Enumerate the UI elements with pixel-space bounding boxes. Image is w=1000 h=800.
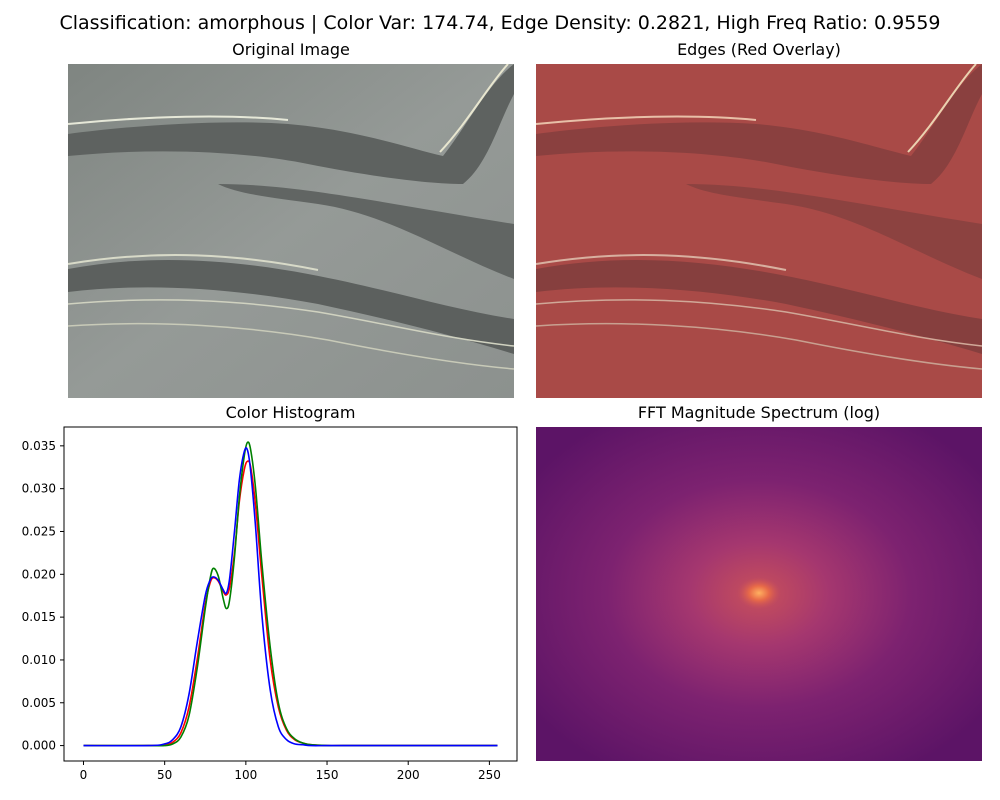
y-tick-label: 0.010: [22, 653, 56, 667]
histogram-chart: 0 50 100 150 200 250 0.000 0.005 0.010 0.015 0.02…: [22, 426, 518, 782]
histogram-line-blue: [83, 447, 498, 747]
edges-overlay-image: [536, 64, 982, 398]
edges-overlay-title: Edges (Red Overlay): [677, 40, 841, 59]
figure-suptitle: Classification: amorphous | Color Var: 1…: [59, 12, 941, 34]
fft-spectrum-image: [536, 427, 982, 761]
y-tick-label: 0.030: [22, 482, 56, 496]
original-image-panel: [68, 64, 514, 398]
x-tick-label: 250: [478, 768, 501, 782]
fft-spectrum-panel: [536, 427, 982, 761]
histogram-line-green: [83, 441, 498, 747]
y-tick-label: 0.025: [22, 524, 56, 538]
histogram-x-ticks: 0 50 100 150 200 250: [80, 761, 501, 782]
histogram-title: Color Histogram: [225, 403, 356, 422]
y-tick-label: 0.015: [22, 610, 56, 624]
histogram-y-ticks: 0.000 0.005 0.010 0.015 0.020 0.025 0.030 0.035: [22, 439, 64, 753]
y-tick-label: 0.020: [22, 567, 56, 581]
y-tick-label: 0.035: [22, 439, 56, 453]
x-tick-label: 200: [397, 768, 420, 782]
x-tick-label: 150: [316, 768, 339, 782]
y-tick-label: 0.005: [22, 696, 56, 710]
x-tick-label: 50: [157, 768, 172, 782]
micrograph-image: [68, 64, 514, 398]
x-tick-label: 100: [234, 768, 257, 782]
histogram-axes-frame: [63, 426, 518, 762]
fft-spectrum-title: FFT Magnitude Spectrum (log): [637, 403, 881, 422]
edges-overlay-panel: [536, 64, 982, 398]
x-tick-label: 0: [80, 768, 88, 782]
y-tick-label: 0.000: [22, 739, 56, 753]
original-image-title: Original Image: [232, 40, 350, 59]
histogram-line-red: [83, 460, 498, 747]
histogram-lines: [83, 441, 498, 747]
